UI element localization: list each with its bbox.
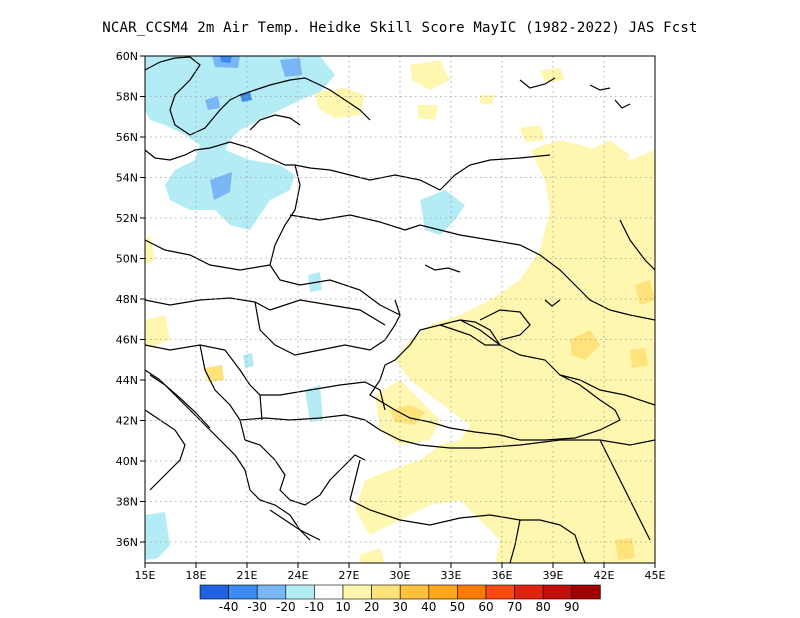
y-tick-label: 38N xyxy=(116,496,138,509)
colorbar-label: -20 xyxy=(276,600,296,614)
y-tick-label: 42N xyxy=(116,415,138,428)
x-tick-label: 45E xyxy=(645,569,666,582)
colorbar-swatch xyxy=(485,584,515,600)
y-tick-labels: 60N 58N 56N 54N 52N 50N 48N 46N 44N 42N … xyxy=(116,50,138,549)
colorbar-swatch xyxy=(256,584,287,600)
colorbar-swatch xyxy=(399,584,430,600)
y-tick-label: 60N xyxy=(116,50,138,63)
chart-title: NCAR_CCSM4 2m Air Temp. Heidke Skill Sco… xyxy=(102,20,698,36)
colorbar-swatch xyxy=(571,584,601,600)
colorbar-label: 20 xyxy=(364,600,379,614)
colorbar-label: -10 xyxy=(305,600,325,614)
y-tick-label: 56N xyxy=(116,131,138,144)
x-tick-label: 33E xyxy=(441,569,462,582)
colorbar-label: 80 xyxy=(536,600,551,614)
colorbar-label: 60 xyxy=(478,600,493,614)
x-tick-labels: 15E 18E 21E 24E 27E 30E 33E 36E 39E 42E … xyxy=(135,569,666,582)
colorbar-swatch xyxy=(199,584,229,600)
x-tick-label: 30E xyxy=(390,569,411,582)
y-tick-label: 36N xyxy=(116,536,138,549)
colorbar-label: -40 xyxy=(219,600,239,614)
x-tick-label: 15E xyxy=(135,569,156,582)
y-tick-label: 46N xyxy=(116,334,138,347)
y-tick-label: 52N xyxy=(116,212,138,225)
y-tick-label: 44N xyxy=(116,374,138,387)
skill-score-shading xyxy=(145,56,655,563)
colorbar-label: 10 xyxy=(335,600,350,614)
colorbar-swatch xyxy=(542,584,573,600)
x-tick-label: 36E xyxy=(492,569,513,582)
y-tick-label: 54N xyxy=(116,172,138,185)
colorbar-swatch xyxy=(371,584,401,600)
y-tick-label: 58N xyxy=(116,91,138,104)
colorbar-swatch xyxy=(314,584,344,600)
x-tick-label: 21E xyxy=(237,569,258,582)
colorbar-label: 90 xyxy=(564,600,579,614)
colorbar: -40 -30 -20 -10 10 20 30 40 50 60 70 80 … xyxy=(199,584,601,614)
colorbar-label: 70 xyxy=(507,600,522,614)
x-tick-label: 24E xyxy=(288,569,309,582)
colorbar-swatch xyxy=(342,584,372,600)
y-tick-label: 40N xyxy=(116,455,138,468)
colorbar-swatch xyxy=(514,584,544,600)
colorbar-swatch xyxy=(228,584,258,600)
colorbar-label: -30 xyxy=(247,600,267,614)
y-tick-label: 50N xyxy=(116,253,138,266)
graticule xyxy=(145,56,655,563)
x-tick-label: 18E xyxy=(186,569,207,582)
x-tick-label: 39E xyxy=(543,569,564,582)
y-tick-label: 48N xyxy=(116,293,138,306)
tick-marks xyxy=(140,55,656,568)
colorbar-swatch xyxy=(285,584,315,600)
colorbar-label: 30 xyxy=(393,600,408,614)
colorbar-swatch xyxy=(428,584,458,600)
x-tick-label: 27E xyxy=(339,569,360,582)
country-borders xyxy=(145,56,655,563)
colorbar-label: 40 xyxy=(421,600,436,614)
x-tick-label: 42E xyxy=(594,569,615,582)
colorbar-swatch xyxy=(457,584,487,600)
colorbar-label: 50 xyxy=(450,600,465,614)
